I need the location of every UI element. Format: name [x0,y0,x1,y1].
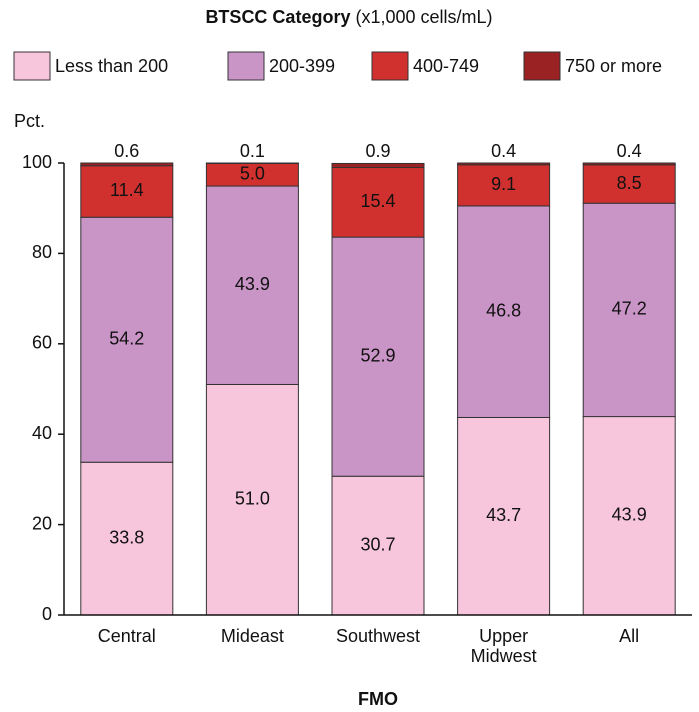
data-label: 47.2 [612,299,647,319]
data-label: 0.4 [617,141,642,161]
legend-label: Less than 200 [55,56,168,76]
title-note: (x1,000 cells/mL) [355,7,492,27]
y-tick-label: 40 [32,423,52,443]
data-label: 0.6 [114,141,139,161]
bar-segment [582,162,676,166]
chart-title: BTSCC Category (x1,000 cells/mL) [205,7,492,27]
legend-swatch [523,51,561,81]
y-axis-label: Pct. [14,111,45,131]
y-tick-label: 80 [32,242,52,262]
data-label: 15.4 [360,191,395,211]
data-label: 54.2 [109,328,144,348]
data-label: 43.9 [612,505,647,525]
bar-segment [582,164,676,204]
bar-segment [457,162,551,166]
data-label: 51.0 [235,488,270,508]
data-label: 46.8 [486,300,521,320]
bar-segment [80,165,174,218]
bar-segment [582,202,676,418]
title-main: BTSCC Category [205,7,350,27]
data-label: 8.5 [617,173,642,193]
bar-segment [582,416,676,616]
data-label: 5.0 [240,164,265,184]
x-tick-label: Central [97,626,156,646]
bar-segment [80,216,174,463]
x-tick-label: Upper Midwest [470,626,537,666]
x-axis-label: FMO [358,689,398,709]
legend-swatch [227,51,265,81]
data-label: 30.7 [360,534,395,554]
y-tick-label: 100 [22,152,52,172]
data-label: 0.1 [240,141,265,161]
legend-label: 200-399 [269,56,335,76]
x-tick-label: Southwest [335,626,421,646]
data-label: 33.8 [109,527,144,547]
x-tick-label: Mideast [220,626,284,646]
x-tick-label: All [619,626,640,646]
legend-label: 400-749 [413,56,479,76]
bar-segment [331,167,425,238]
y-tick-label: 60 [32,333,52,353]
legend-swatch [371,51,409,81]
y-tick-label: 0 [42,604,52,624]
data-label: 52.9 [360,345,395,365]
data-label: 9.1 [491,174,516,194]
bar-segment [457,205,551,418]
bar-segment [80,162,174,167]
legend-label: 750 or more [565,56,662,76]
data-label: 11.4 [110,180,144,200]
data-label: 43.9 [235,274,270,294]
bar-segment [331,162,425,169]
data-label: 0.4 [491,141,516,161]
data-label: 43.7 [486,505,521,525]
bar-segment [331,475,425,616]
bar-segment [205,185,299,385]
bar-segment [457,416,551,616]
legend-swatch [13,51,51,81]
data-label: 0.9 [365,141,390,161]
y-tick-label: 20 [32,513,52,533]
